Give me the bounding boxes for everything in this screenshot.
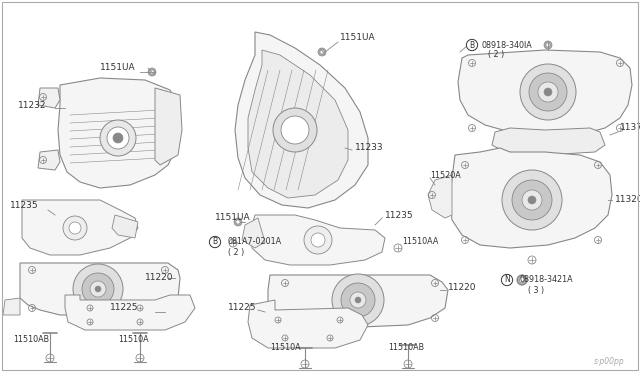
Text: 1151UA: 1151UA — [100, 64, 136, 73]
Polygon shape — [248, 50, 348, 198]
Text: 11510AB: 11510AB — [13, 336, 49, 344]
Polygon shape — [38, 88, 60, 108]
Circle shape — [69, 222, 81, 234]
Polygon shape — [450, 148, 612, 248]
Circle shape — [304, 226, 332, 254]
Polygon shape — [235, 32, 368, 208]
Circle shape — [273, 108, 317, 152]
Text: 11520A: 11520A — [430, 170, 461, 180]
Text: 11510AA: 11510AA — [402, 237, 438, 247]
Polygon shape — [248, 300, 368, 348]
Circle shape — [520, 64, 576, 120]
Polygon shape — [268, 275, 448, 328]
Text: 1151UA: 1151UA — [340, 33, 376, 42]
Circle shape — [150, 70, 154, 74]
Circle shape — [520, 278, 525, 282]
Polygon shape — [3, 298, 20, 315]
Text: B: B — [469, 41, 475, 49]
Text: ( 2 ): ( 2 ) — [488, 51, 504, 60]
Text: 1151UA: 1151UA — [215, 214, 251, 222]
Text: 11235: 11235 — [385, 211, 413, 219]
Circle shape — [529, 73, 567, 111]
Text: 11510A: 11510A — [270, 343, 301, 353]
Text: 11220: 11220 — [448, 283, 477, 292]
Text: ( 3 ): ( 3 ) — [528, 285, 544, 295]
Polygon shape — [58, 78, 180, 188]
Circle shape — [63, 216, 87, 240]
Text: 08918-3421A: 08918-3421A — [520, 276, 573, 285]
Circle shape — [538, 82, 558, 102]
Text: 11225: 11225 — [110, 304, 138, 312]
Circle shape — [502, 170, 562, 230]
Circle shape — [82, 273, 114, 305]
Polygon shape — [22, 200, 138, 255]
Circle shape — [341, 283, 375, 317]
Polygon shape — [250, 215, 385, 265]
Text: 11375: 11375 — [620, 124, 640, 132]
Polygon shape — [155, 88, 182, 165]
Text: 11510A: 11510A — [118, 336, 148, 344]
Circle shape — [522, 190, 542, 210]
Text: 11510AB: 11510AB — [388, 343, 424, 353]
Circle shape — [281, 116, 309, 144]
Circle shape — [544, 41, 552, 49]
Circle shape — [512, 180, 552, 220]
Polygon shape — [112, 215, 138, 238]
Circle shape — [311, 233, 325, 247]
Polygon shape — [428, 175, 452, 218]
Circle shape — [350, 292, 366, 308]
Circle shape — [528, 196, 536, 204]
Circle shape — [318, 48, 326, 56]
Circle shape — [332, 274, 384, 326]
Text: 11225: 11225 — [228, 304, 257, 312]
Circle shape — [95, 286, 101, 292]
Circle shape — [517, 275, 527, 285]
Circle shape — [148, 68, 156, 76]
Text: 11233: 11233 — [355, 144, 383, 153]
Text: 081A7-0201A: 081A7-0201A — [228, 237, 282, 247]
Circle shape — [236, 220, 240, 224]
Circle shape — [320, 50, 324, 54]
Text: ( 2 ): ( 2 ) — [228, 247, 244, 257]
Polygon shape — [38, 150, 60, 170]
Circle shape — [355, 297, 361, 303]
Text: 11220: 11220 — [145, 273, 173, 282]
Polygon shape — [458, 50, 632, 135]
Polygon shape — [65, 295, 195, 330]
Circle shape — [234, 218, 242, 226]
Circle shape — [546, 43, 550, 47]
Text: s·p00pp: s·p00pp — [595, 357, 625, 366]
Text: 11235: 11235 — [10, 201, 38, 209]
Text: 11320: 11320 — [615, 196, 640, 205]
Text: 08918-340IA: 08918-340IA — [482, 41, 532, 49]
Text: 11232: 11232 — [18, 100, 47, 109]
Polygon shape — [492, 128, 605, 155]
Circle shape — [107, 127, 129, 149]
Circle shape — [544, 88, 552, 96]
Polygon shape — [20, 263, 180, 315]
Circle shape — [73, 264, 123, 314]
Text: N: N — [504, 276, 510, 285]
Circle shape — [113, 133, 123, 143]
Polygon shape — [148, 305, 178, 318]
Circle shape — [100, 120, 136, 156]
Polygon shape — [242, 218, 265, 248]
Text: B: B — [212, 237, 218, 247]
Circle shape — [90, 281, 106, 297]
